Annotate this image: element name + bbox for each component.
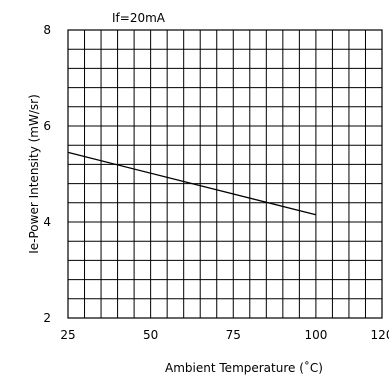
series-layer bbox=[67, 151, 317, 216]
y-axis-label: Ie-Power Intensity (mW/sr) bbox=[27, 94, 41, 254]
x-tick-labels: 25 50 75 100 120 bbox=[60, 328, 389, 342]
series-line bbox=[67, 151, 317, 216]
y-tick-label: 4 bbox=[43, 215, 51, 229]
y-tick-label: 6 bbox=[43, 119, 51, 133]
x-tick-label: 50 bbox=[143, 328, 158, 342]
x-tick-label: 75 bbox=[226, 328, 241, 342]
plot-frame bbox=[67, 29, 383, 319]
y-tick-labels: 2 4 6 8 bbox=[43, 23, 51, 325]
x-tick-label: 25 bbox=[60, 328, 75, 342]
chart-annotation: If=20mA bbox=[112, 11, 166, 25]
x-axis-label: Ambient Temperature (˚C) bbox=[165, 360, 323, 375]
y-tick-label: 2 bbox=[43, 311, 51, 325]
x-tick-label: 120 bbox=[371, 328, 389, 342]
x-tick-label: 100 bbox=[304, 328, 327, 342]
grid bbox=[68, 30, 382, 318]
y-tick-label: 8 bbox=[43, 23, 51, 37]
